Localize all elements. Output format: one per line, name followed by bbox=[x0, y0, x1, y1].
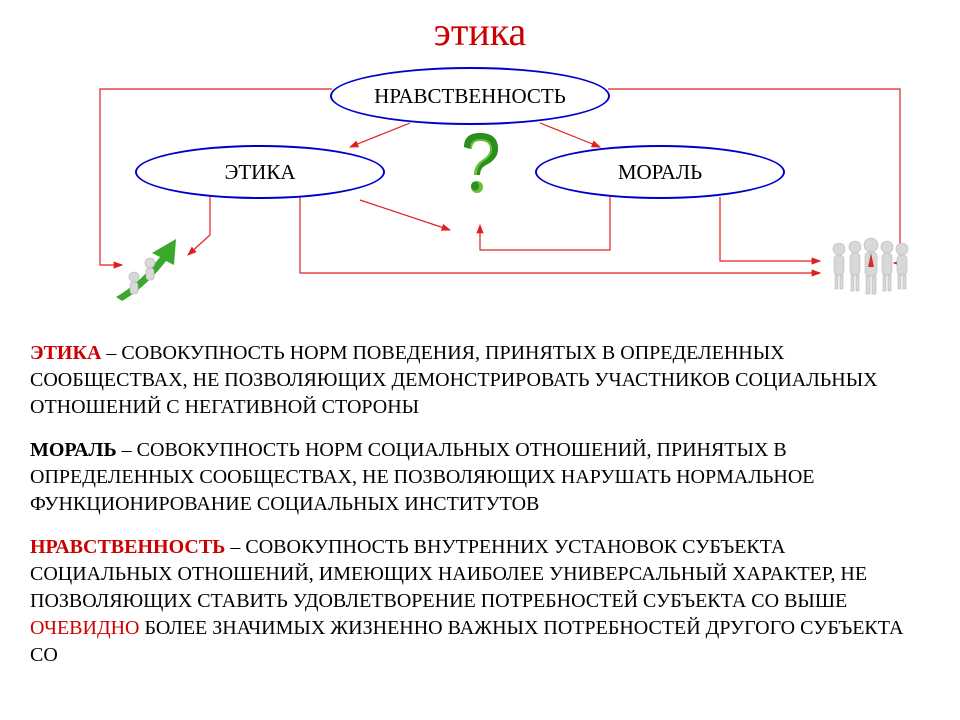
page-title: этика bbox=[0, 8, 960, 55]
term-nrav: НРАВСТВЕННОСТЬ bbox=[30, 536, 225, 558]
term-etika: ЭТИКА bbox=[30, 342, 101, 364]
definitions-block: ЭТИКА – СОВОКУПНОСТЬ НОРМ ПОВЕДЕНИЯ, ПРИ… bbox=[30, 340, 930, 685]
body-nrav-highlight: ОЧЕВИДНО bbox=[30, 617, 139, 639]
definition-etika: ЭТИКА – СОВОКУПНОСТЬ НОРМ ПОВЕДЕНИЯ, ПРИ… bbox=[30, 340, 930, 421]
people-group-icon bbox=[825, 233, 915, 299]
body-moral: – СОВОКУПНОСТЬ НОРМ СОЦИАЛЬНЫХ ОТНОШЕНИЙ… bbox=[30, 439, 815, 515]
question-mark-icon bbox=[450, 129, 510, 199]
definition-nravstvennost: НРАВСТВЕННОСТЬ – СОВОКУПНОСТЬ ВНУТРЕННИХ… bbox=[30, 534, 930, 669]
definition-moral: МОРАЛЬ – СОВОКУПНОСТЬ НОРМ СОЦИАЛЬНЫХ ОТ… bbox=[30, 437, 930, 518]
body-etika: – СОВОКУПНОСТЬ НОРМ ПОВЕДЕНИЯ, ПРИНЯТЫХ … bbox=[30, 342, 878, 418]
ellipse-etika: ЭТИКА bbox=[135, 145, 385, 199]
title-text: этика bbox=[434, 9, 527, 54]
diagram-area: НРАВСТВЕННОСТЬ ЭТИКА МОРАЛЬ bbox=[30, 55, 930, 325]
climbing-figures-icon bbox=[110, 235, 190, 305]
term-moral: МОРАЛЬ bbox=[30, 439, 117, 461]
ellipse-moral: МОРАЛЬ bbox=[535, 145, 785, 199]
ellipse-top-label: НРАВСТВЕННОСТЬ bbox=[374, 84, 566, 109]
ellipse-nravstvennost: НРАВСТВЕННОСТЬ bbox=[330, 67, 610, 125]
ellipse-left-label: ЭТИКА bbox=[224, 160, 295, 185]
ellipse-right-label: МОРАЛЬ bbox=[618, 160, 702, 185]
body-nrav-post: БОЛЕЕ ЗНАЧИМЫХ ЖИЗНЕННО ВАЖНЫХ ПОТРЕБНОС… bbox=[30, 617, 903, 666]
